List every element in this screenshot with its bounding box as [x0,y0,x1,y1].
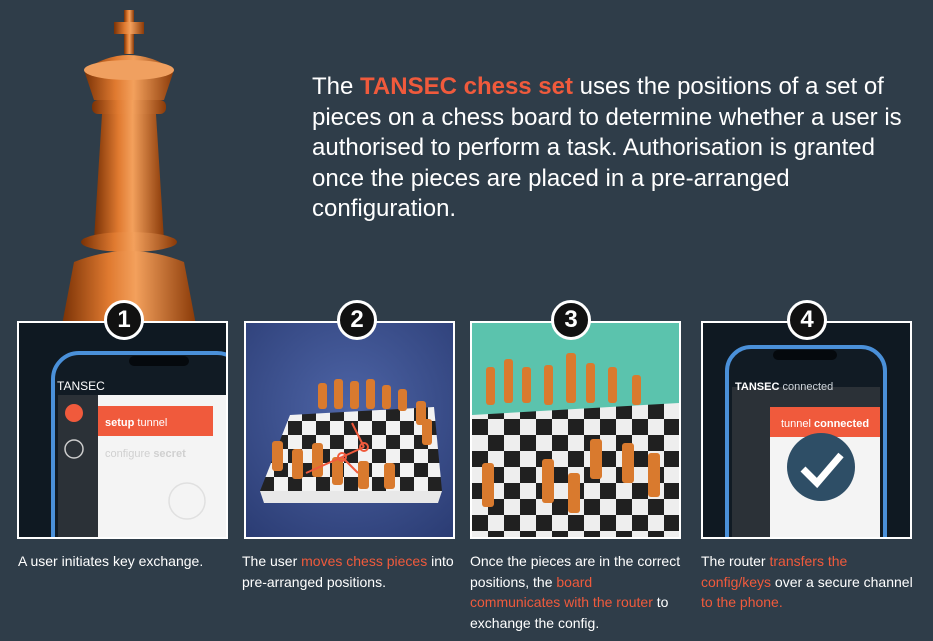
caption-4-pre: The router [701,553,770,569]
caption-2-pre: The user [242,553,302,569]
step-4-caption: The router transfers the config/keys ove… [701,551,916,613]
intro-text: The TANSEC chess set uses the positions … [312,72,922,225]
caption-2-post: into pre-arranged positions. [242,553,454,590]
phone-4-app-title: TANSEC connected [735,381,833,393]
panel-pre: tunnel [781,418,815,430]
tunnel-connected-label: tunnel connected [781,418,869,430]
step-2-badge: 2 [337,300,377,340]
step-4-badge: 4 [787,300,827,340]
phone-4-status: connected [779,381,834,393]
step-2-image [244,321,455,539]
step-3-badge: 3 [551,300,591,340]
caption-4-highlight2: to the phone. [701,594,783,610]
caption-1-text: A user initiates key exchange. [18,553,204,569]
step-3-caption: Once the pieces are in the correct posit… [470,551,685,633]
phone-4-title: TANSEC [735,381,780,393]
menu-item-configure-secret[interactable]: configure secret [105,448,186,460]
intro-pre: The [312,73,361,100]
step-4-image: TANSEC connected tunnel connected [701,321,912,539]
step-2-caption: The user moves chess pieces into pre-arr… [242,551,457,592]
phone-app-title: TANSEC [57,379,105,393]
step-1-image: TANSEC setup tunnel configure secret [17,321,228,539]
caption-3-highlight: board communicates with the router [470,573,653,611]
caption-4-highlight1: transfers the config/keys [701,553,848,590]
caption-4-mid: over a secure channel [771,573,913,590]
intro-post: uses the positions of a set of pieces on… [312,73,902,222]
step-3-image [470,321,681,539]
intro-highlight: TANSEC chess set [360,73,573,100]
check-circle [787,433,855,501]
caption-2-highlight: moves chess pieces [301,553,428,569]
menu-item-setup-tunnel[interactable]: setup tunnel [105,417,167,429]
menu-setup-rest: tunnel [134,417,168,429]
chess-king-icon [62,10,196,325]
step-1-badge: 1 [104,300,144,340]
caption-3-pre: Once the pieces are in the correct posit… [470,553,681,590]
menu-setup-bold: setup [105,417,135,429]
caption-3-post: to exchange the config. [470,594,669,631]
menu-config-light: configure [105,448,154,460]
panel-bold: connected [814,418,870,430]
check-icon [800,452,844,489]
step-1-caption: A user initiates key exchange. [18,551,233,572]
menu-config-bold: secret [153,448,186,460]
